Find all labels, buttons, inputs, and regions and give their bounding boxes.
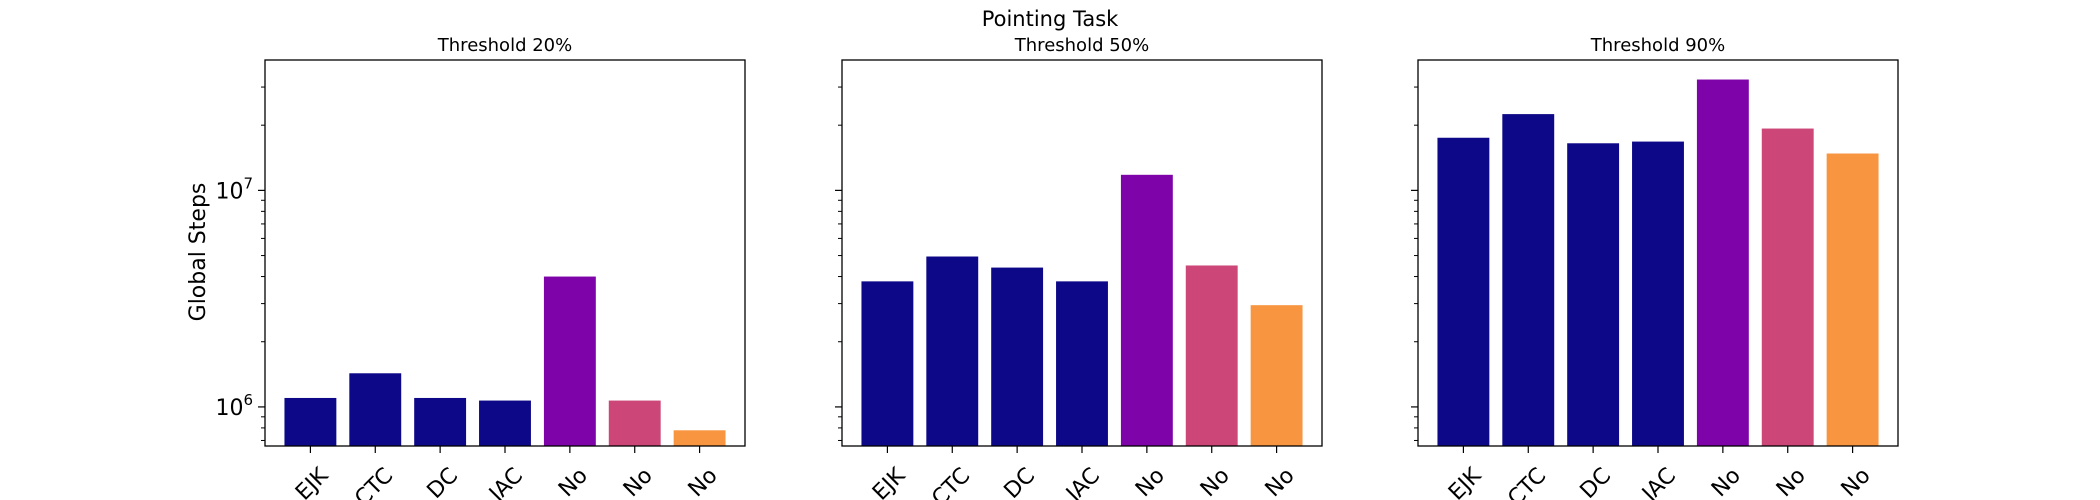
x-tick-label: JAC [1060,463,1105,500]
bar [414,397,467,446]
x-tick-label: No [1196,463,1235,500]
x-tick-label: DC [1000,463,1041,500]
chart-title: Pointing Task [982,7,1119,31]
x-tick-label: No [1261,463,1300,500]
y-axis-label: Global Steps [186,183,211,322]
y-tick-label: 107 [215,174,253,204]
x-tick-label: EJK [868,463,911,500]
bar [543,276,596,446]
panel-2: Threshold 50% EJK CTC DC JAC No No No [835,35,1323,500]
x-tick-label: EJK [291,463,334,500]
panel-title: Threshold 50% [1014,35,1149,56]
bar [1120,174,1173,446]
bar [1185,265,1238,446]
bar [1826,153,1879,446]
x-tick-label: CTC [350,463,398,500]
x-tick-label: No [1772,463,1811,500]
x-tick-label: No [1837,463,1876,500]
bar [284,397,337,446]
bar [1250,305,1303,446]
panel-3: Threshold 90% EJK CTC DC JAC No No No [1411,35,1899,500]
x-tick-label: CTC [927,463,975,500]
bar [1696,79,1749,446]
x-tick-label: DC [1576,463,1617,500]
x-tick-label: JAC [1636,463,1681,500]
panel-title: Threshold 20% [437,35,572,56]
plot-area: Threshold 20%EJK CTC DC JAC No No No106107Thre… [215,35,1899,500]
bar [861,281,914,446]
x-tick-label: No [1131,463,1170,500]
axes-frame [1417,59,1899,447]
bar [349,373,402,446]
x-tick-label: JAC [483,463,528,500]
bar [608,400,661,446]
x-tick-label: CTC [1503,463,1551,500]
panel-1: Threshold 20% EJK CTC DC JAC No No No 106 107 [215,35,746,500]
bar [1502,114,1555,447]
x-tick-label: DC [423,463,464,500]
bar [1056,281,1108,446]
bar [991,267,1044,446]
panel-title: Threshold 90% [1590,35,1725,56]
y-tick-label: 106 [215,391,253,421]
bar [926,256,979,446]
bar [1437,137,1490,446]
axes-frame [841,59,1323,447]
bar [1761,128,1814,447]
axes-frame [264,59,746,447]
bar [1632,141,1684,446]
bar [479,400,531,446]
x-tick-label: No [1707,463,1746,500]
bar [673,430,726,446]
x-tick-label: No [554,463,593,500]
x-tick-label: EJK [1444,463,1487,500]
bar [1567,143,1620,446]
x-tick-label: No [684,463,723,500]
x-tick-label: No [619,463,658,500]
